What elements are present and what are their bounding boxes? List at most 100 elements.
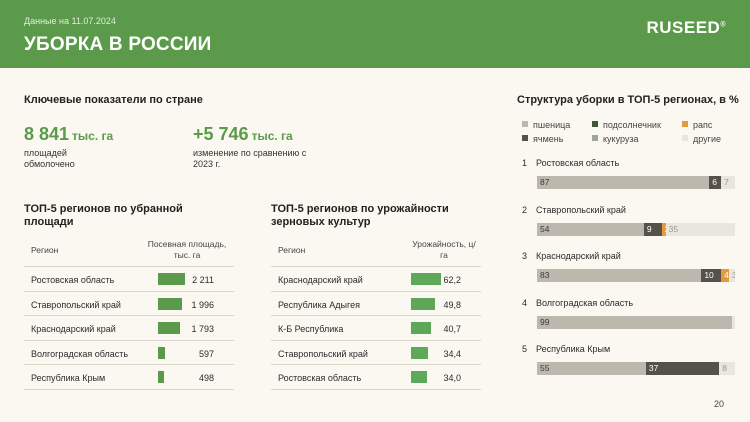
yield-table-row-bar [411, 371, 427, 383]
area-table-row-value: 2 211 [192, 275, 214, 285]
registered-mark: ® [720, 21, 726, 29]
stack-segment: 4 [721, 269, 730, 282]
yield-table-row-bar [411, 273, 441, 285]
area-table-row: Краснодарский край 1 793 [24, 316, 234, 341]
header-banner: Данные на 11.07.2024 УБОРКА В РОССИИ RUS… [0, 0, 750, 68]
yield-col-value: Урожайность, ц/га [412, 239, 476, 260]
kpi-diff-caption: изменение по сравнению с 2023 г. [193, 148, 307, 169]
stack-segment: 2 [661, 222, 666, 236]
yield-col-region: Регион [278, 245, 306, 255]
yield-table-row-bar [411, 322, 431, 334]
legend-swatch [682, 121, 688, 127]
legend-item-кукуруза: кукуруза [592, 134, 639, 144]
kpi-section-title: Ключевые показатели по стране [24, 94, 203, 106]
area-table: Регион Посевная площадь, тыс. га Ростовс… [24, 233, 234, 390]
yield-table-header: Регион Урожайность, ц/га [271, 233, 481, 267]
legend-swatch [592, 135, 598, 141]
structure-region-name: Республика Крым [536, 344, 611, 354]
kpi-area-unit: тыс. га [72, 129, 114, 143]
yield-table: Регион Урожайность, ц/га Краснодарский к… [271, 233, 481, 390]
structure-region-rank: 3 [522, 251, 528, 261]
area-table-row-bar [158, 273, 185, 285]
brand-logo-text: RUSEED [646, 18, 721, 37]
kpi-diff-number: +5 746 [193, 124, 249, 144]
kpi-area-number: 8 841 [24, 124, 70, 144]
stack-segment: 9 [643, 222, 662, 236]
area-table-row-value: 1 793 [191, 324, 214, 334]
page-title: УБОРКА В РОССИИ [24, 34, 212, 55]
structure-region-name: Волгоградская область [536, 297, 634, 308]
kpi-diff-value: +5 746 тыс. га [193, 124, 293, 145]
area-table-row-value: 1 996 [191, 299, 214, 310]
structure-region-stack: 87 6 7 [537, 176, 735, 189]
legend-swatch [522, 121, 528, 127]
stack-segment: 55 [537, 362, 646, 375]
structure-region-rank: 5 [522, 344, 528, 354]
legend-label: кукуруза [603, 134, 639, 144]
yield-table-row-name: Ростовская область [278, 373, 362, 383]
yield-table-row-bar [411, 297, 435, 310]
area-table-row-name: Ростовская область [31, 275, 115, 285]
stack-segment: 35 [665, 222, 735, 236]
stack-segment: 10 [701, 269, 722, 282]
kpi-area-value: 8 841 тыс. га [24, 124, 113, 145]
structure-region-rank: 4 [522, 297, 528, 308]
stack-segment: 99 [537, 315, 732, 329]
legend-swatch [522, 135, 528, 141]
yield-table-row: Республика Адыгея 49,8 [271, 292, 481, 316]
area-table-row-name: Республика Крым [31, 373, 106, 383]
structure-title: Структура уборки в ТОП-5 регионах, в % [517, 94, 739, 106]
yield-table-row: Ставропольский край 34,4 [271, 341, 481, 365]
structure-region-rank: 2 [522, 204, 528, 215]
area-table-title: ТОП-5 регионов по убранной площади [24, 203, 183, 228]
yield-table-row-value: 34,4 [443, 348, 461, 359]
kpi-area-caption: площадей обмолочено [24, 148, 75, 169]
stack-segment [732, 315, 735, 329]
area-table-row: Республика Крым 498 [24, 365, 234, 390]
yield-table-row-value: 49,8 [443, 299, 461, 310]
area-table-row: Ростовская область 2 211 [24, 267, 234, 292]
area-col-value: Посевная площадь, тыс. га [147, 239, 227, 260]
legend-label: пшеница [533, 120, 571, 130]
area-table-row-value: 597 [198, 348, 214, 359]
yield-table-row-bar [411, 346, 428, 359]
structure-region-stack: 99 [537, 315, 735, 329]
area-table-row-bar [158, 371, 164, 383]
area-table-row-name: Ставропольский край [31, 299, 121, 310]
yield-table-row-name: Ставропольский край [278, 348, 368, 359]
stack-segment: 37 [645, 362, 720, 375]
stack-segment: 7 [721, 176, 735, 189]
legend-label: рапс [693, 120, 713, 130]
legend-label: подсолнечник [603, 120, 661, 130]
legend-item-другие: другие [682, 134, 721, 144]
area-table-row-name: Краснодарский край [31, 324, 116, 334]
yield-table-row-value: 34,0 [443, 373, 461, 383]
area-table-row-name: Волгоградская область [31, 348, 129, 359]
yield-table-row-name: К-Б Республика [278, 324, 344, 334]
data-date: Данные на 11.07.2024 [24, 16, 116, 26]
yield-table-row: Ростовская область 34,0 [271, 365, 481, 390]
structure-region-stack: 55 37 8 [537, 362, 735, 375]
legend-label: другие [693, 134, 721, 144]
brand-logo: RUSEED® [646, 18, 726, 38]
yield-table-row-name: Краснодарский край [278, 275, 363, 285]
area-table-header: Регион Посевная площадь, тыс. га [24, 233, 234, 267]
yield-table-row-name: Республика Адыгея [278, 299, 360, 310]
page-number: 20 [713, 399, 724, 409]
legend-swatch [682, 135, 688, 141]
legend-label: ячмень [533, 134, 564, 144]
stack-segment: 6 [709, 176, 722, 189]
area-table-row-bar [158, 297, 182, 310]
yield-table-row: К-Б Республика 40,7 [271, 316, 481, 341]
yield-table-row: Краснодарский край 62,2 [271, 267, 481, 292]
stack-segment: 54 [537, 222, 644, 236]
area-col-region: Регион [31, 245, 59, 255]
legend-item-рапс: рапс [682, 120, 712, 130]
legend-item-подсолнечник: подсолнечник [592, 120, 661, 130]
kpi-diff-unit: тыс. га [251, 129, 293, 143]
legend-swatch [592, 121, 598, 127]
area-table-row-value: 498 [198, 373, 214, 383]
stack-segment: 83 [537, 269, 702, 282]
structure-region-stack: 549235 [537, 222, 735, 236]
yield-table-row-value: 62,2 [443, 275, 461, 285]
